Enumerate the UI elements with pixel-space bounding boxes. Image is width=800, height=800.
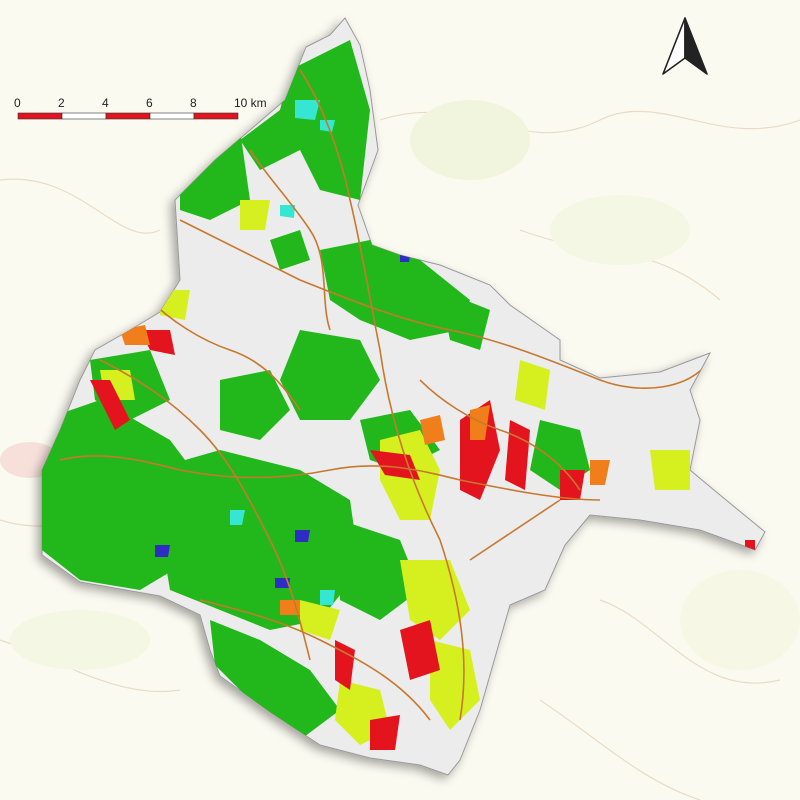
road-network [59,69,711,721]
scale-label-0: 0 [14,96,21,110]
scale-segment-5 [193,112,239,120]
north-arrow-icon [662,17,708,75]
cyan-patches [230,100,335,605]
scale-segment-1 [17,112,63,120]
scale-bar: 0 2 4 6 8 10 km [14,96,267,120]
scale-label-6: 6 [146,96,153,110]
scale-segment-3 [105,112,151,120]
scale-segment-2 [61,112,107,120]
scale-label-8: 8 [190,96,197,110]
scale-label-10km: 10 km [234,96,267,110]
high-risk-patches [90,330,755,750]
land-cover-layer [42,40,755,750]
scale-label-2: 2 [58,96,65,110]
scale-label-4: 4 [102,96,109,110]
medium-risk-patches [120,325,610,615]
scale-segment-4 [149,112,195,120]
